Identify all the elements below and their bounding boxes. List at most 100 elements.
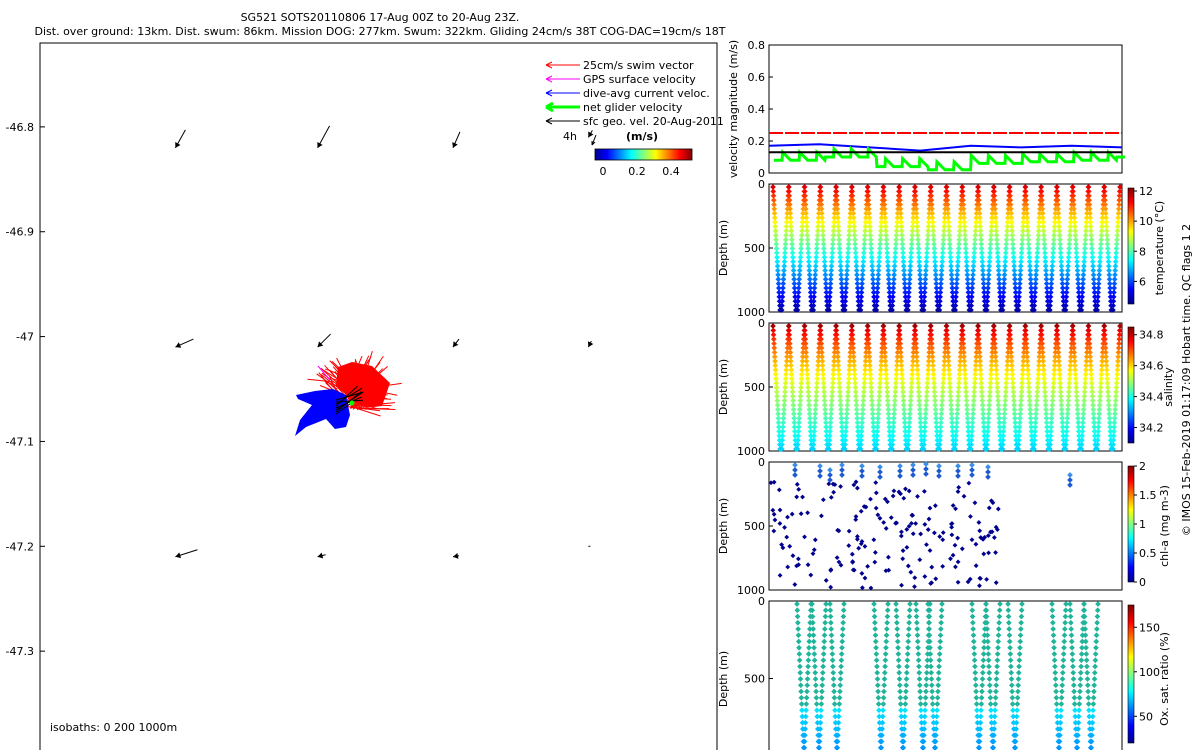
oxygen-point: [1086, 719, 1093, 726]
profile-point: [1034, 389, 1041, 395]
profile-point: [792, 293, 798, 300]
oxygen-point: [894, 619, 900, 626]
profile-point: [909, 367, 916, 373]
profile-point: [882, 353, 889, 360]
profile-point: [827, 285, 834, 291]
depth-tick-label: 0: [758, 178, 765, 191]
profile-point: [831, 349, 838, 356]
oxygen-point: [814, 707, 820, 714]
speed-colorbar: [594, 148, 693, 161]
profile-point: [947, 397, 954, 404]
profile-point: [1083, 358, 1090, 364]
profile-point: [885, 406, 892, 413]
profile-point: [829, 384, 836, 391]
profile-point: [1024, 349, 1030, 356]
profile-point: [978, 241, 985, 247]
profile-point: [826, 432, 833, 439]
profile-point: [1018, 397, 1024, 404]
profile-point: [859, 406, 866, 413]
profile-point: [802, 197, 809, 204]
profile-point: [970, 411, 976, 417]
profile-point: [1067, 367, 1073, 373]
oxygen-point: [987, 694, 994, 701]
profile-point: [884, 389, 891, 395]
profile-point: [859, 272, 866, 278]
profile-point: [810, 307, 817, 313]
profile-point: [843, 411, 850, 417]
chla-point: [859, 585, 865, 591]
oxygen-point: [901, 719, 908, 726]
profile-point: [1056, 371, 1063, 378]
profile-point: [990, 323, 997, 329]
profile-point: [1038, 184, 1044, 190]
profile-point: [1033, 406, 1040, 413]
oxygen-point: [1067, 601, 1073, 607]
profile-point: [912, 331, 919, 338]
profile-point: [1036, 349, 1043, 356]
oxygen-point: [978, 694, 985, 701]
profile-point: [850, 349, 857, 356]
profile-point: [944, 197, 951, 204]
chla-point: [923, 471, 929, 477]
oxygen-point: [873, 657, 880, 664]
profile-point: [865, 201, 872, 208]
profile-point: [1089, 384, 1095, 391]
profile-point: [1059, 415, 1066, 422]
oxygen-point: [1071, 694, 1078, 701]
oxygen-point: [882, 651, 889, 657]
profile-point: [873, 437, 880, 444]
profile-point: [788, 375, 795, 382]
profile-point: [1054, 327, 1060, 334]
oxygen-point: [906, 619, 912, 626]
velocity-panel: 00.20.40.60.8 velocity magnitude (m/s): [727, 39, 1125, 180]
profile-point: [973, 219, 979, 225]
profile-point: [884, 258, 891, 265]
oxygen-point: [882, 663, 888, 670]
profile-point: [1002, 258, 1009, 265]
oxygen-point: [883, 644, 889, 651]
oxygen-point: [992, 701, 999, 707]
oxygen-point: [1070, 682, 1077, 689]
profile-point: [866, 214, 873, 221]
profile-point: [1032, 419, 1039, 426]
oxygen-point: [1088, 744, 1095, 750]
profile-point: [786, 340, 793, 347]
profile-point: [851, 362, 857, 369]
profile-point: [876, 393, 883, 400]
oxygen-point: [1057, 713, 1064, 720]
depth-tick-label: 500: [744, 381, 765, 394]
profile-point: [771, 353, 778, 360]
oxygen-point: [1067, 607, 1074, 614]
profile-point: [1026, 258, 1033, 265]
profile-point: [850, 206, 856, 212]
profile-point: [962, 241, 969, 247]
profile-point: [995, 267, 1002, 274]
profile-point: [781, 402, 788, 408]
profile-point: [931, 380, 937, 386]
chla-point: [862, 575, 868, 581]
oxygen-point: [1008, 663, 1014, 670]
profile-point: [1012, 424, 1019, 430]
profile-point: [910, 210, 917, 217]
profile-point: [918, 432, 925, 439]
profile-point: [1031, 441, 1038, 448]
profile-point: [835, 214, 841, 221]
profile-point: [1035, 380, 1041, 386]
profile-point: [932, 406, 939, 413]
oxygen-point: [835, 726, 841, 732]
profile-point: [989, 214, 995, 221]
profile-point: [926, 349, 933, 356]
profile-point: [1113, 380, 1120, 386]
oxygen-point: [1051, 644, 1057, 651]
chla-point: [784, 534, 790, 540]
profile-point: [822, 402, 828, 408]
profile-point: [961, 367, 968, 373]
oxygen-point: [1061, 632, 1068, 639]
profile-point: [999, 302, 1006, 309]
profile-point: [812, 415, 818, 422]
profile-point: [876, 397, 882, 404]
profile-point: [858, 437, 864, 444]
profile-point: [889, 307, 895, 313]
oxygen-point: [1013, 719, 1020, 726]
oxygen-point: [1082, 626, 1088, 632]
